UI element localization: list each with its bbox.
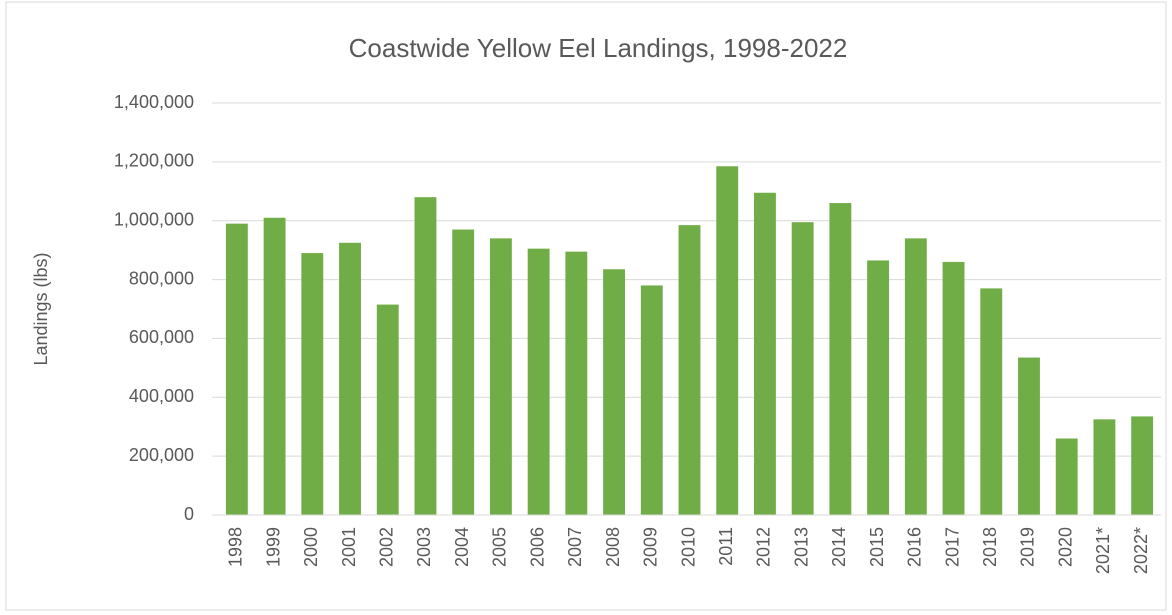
x-tick-label: 1998 bbox=[226, 527, 246, 567]
bar bbox=[452, 229, 475, 516]
bar bbox=[640, 285, 663, 515]
y-tick-label: 400,000 bbox=[129, 386, 194, 406]
x-tick-label: 2014 bbox=[829, 527, 849, 567]
x-tick-label: 2019 bbox=[1018, 527, 1038, 567]
y-tick-label: 1,400,000 bbox=[114, 92, 194, 112]
x-tick-label: 2000 bbox=[301, 527, 321, 567]
bar bbox=[263, 217, 286, 515]
x-tick-label: 2013 bbox=[791, 527, 811, 567]
bar bbox=[301, 253, 324, 516]
bar bbox=[225, 223, 248, 515]
bar bbox=[678, 225, 701, 515]
x-tick-label: 2016 bbox=[905, 527, 925, 567]
x-tick-label: 2015 bbox=[867, 527, 887, 567]
bar bbox=[980, 288, 1003, 515]
bar bbox=[414, 197, 437, 515]
x-tick-label: 2003 bbox=[414, 527, 434, 567]
y-tick-label: 1,000,000 bbox=[114, 209, 194, 229]
x-tick-label: 2017 bbox=[942, 527, 962, 567]
bar bbox=[1018, 357, 1040, 515]
x-tick-label: 2022* bbox=[1131, 527, 1151, 574]
bar bbox=[791, 222, 814, 515]
y-axis-label: Landings (lbs) bbox=[31, 252, 51, 365]
x-tick-label: 2011 bbox=[716, 527, 736, 566]
x-tick-label: 2005 bbox=[490, 527, 510, 567]
x-tick-label: 2006 bbox=[527, 527, 547, 567]
bar bbox=[754, 192, 776, 515]
y-tick-label: 200,000 bbox=[129, 445, 194, 465]
x-tick-label: 2012 bbox=[754, 527, 774, 567]
x-tick-label: 2021* bbox=[1093, 527, 1113, 574]
y-tick-label: 0 bbox=[184, 504, 194, 524]
x-tick-label: 2002 bbox=[376, 527, 396, 567]
bar bbox=[716, 166, 739, 515]
bar bbox=[1093, 419, 1116, 515]
x-tick-label: 2007 bbox=[565, 527, 585, 567]
bar bbox=[565, 251, 588, 515]
bar bbox=[867, 260, 890, 515]
x-tick-label: 2010 bbox=[678, 527, 698, 567]
bar bbox=[1055, 438, 1078, 515]
x-tick-label: 2008 bbox=[603, 527, 623, 567]
bar bbox=[942, 261, 965, 515]
bar bbox=[489, 238, 512, 515]
y-tick-label: 800,000 bbox=[129, 268, 194, 288]
x-tick-label: 2018 bbox=[980, 527, 1000, 567]
x-tick-label: 2001 bbox=[339, 527, 359, 567]
chart-title: Coastwide Yellow Eel Landings, 1998-2022 bbox=[349, 33, 848, 63]
bar bbox=[339, 242, 361, 516]
bar bbox=[1131, 416, 1154, 515]
bar bbox=[904, 238, 927, 515]
x-tick-label: 2009 bbox=[641, 527, 661, 567]
x-tick-label: 2020 bbox=[1055, 527, 1075, 567]
bar bbox=[376, 304, 399, 515]
bar bbox=[829, 203, 852, 516]
y-tick-label: 600,000 bbox=[129, 327, 194, 347]
y-tick-label: 1,200,000 bbox=[114, 151, 194, 171]
x-tick-label: 1999 bbox=[263, 527, 283, 567]
x-tick-label: 2004 bbox=[452, 527, 472, 567]
bar bbox=[527, 248, 550, 515]
bar bbox=[603, 269, 625, 515]
